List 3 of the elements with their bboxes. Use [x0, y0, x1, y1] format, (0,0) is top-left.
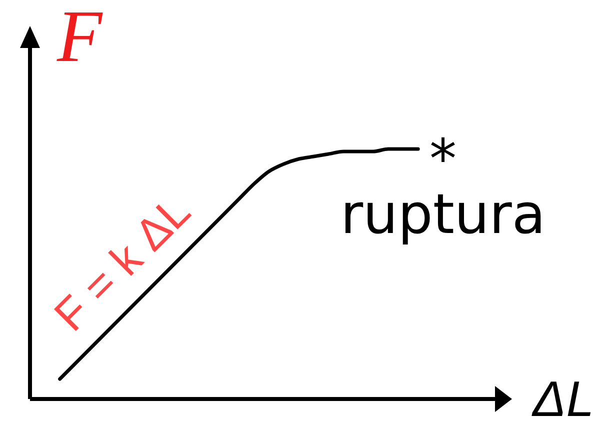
- annotation: F = k ΔL: [44, 185, 200, 341]
- y-axis-title: F: [56, 0, 103, 78]
- x-axis-title: ΔL: [532, 371, 594, 424]
